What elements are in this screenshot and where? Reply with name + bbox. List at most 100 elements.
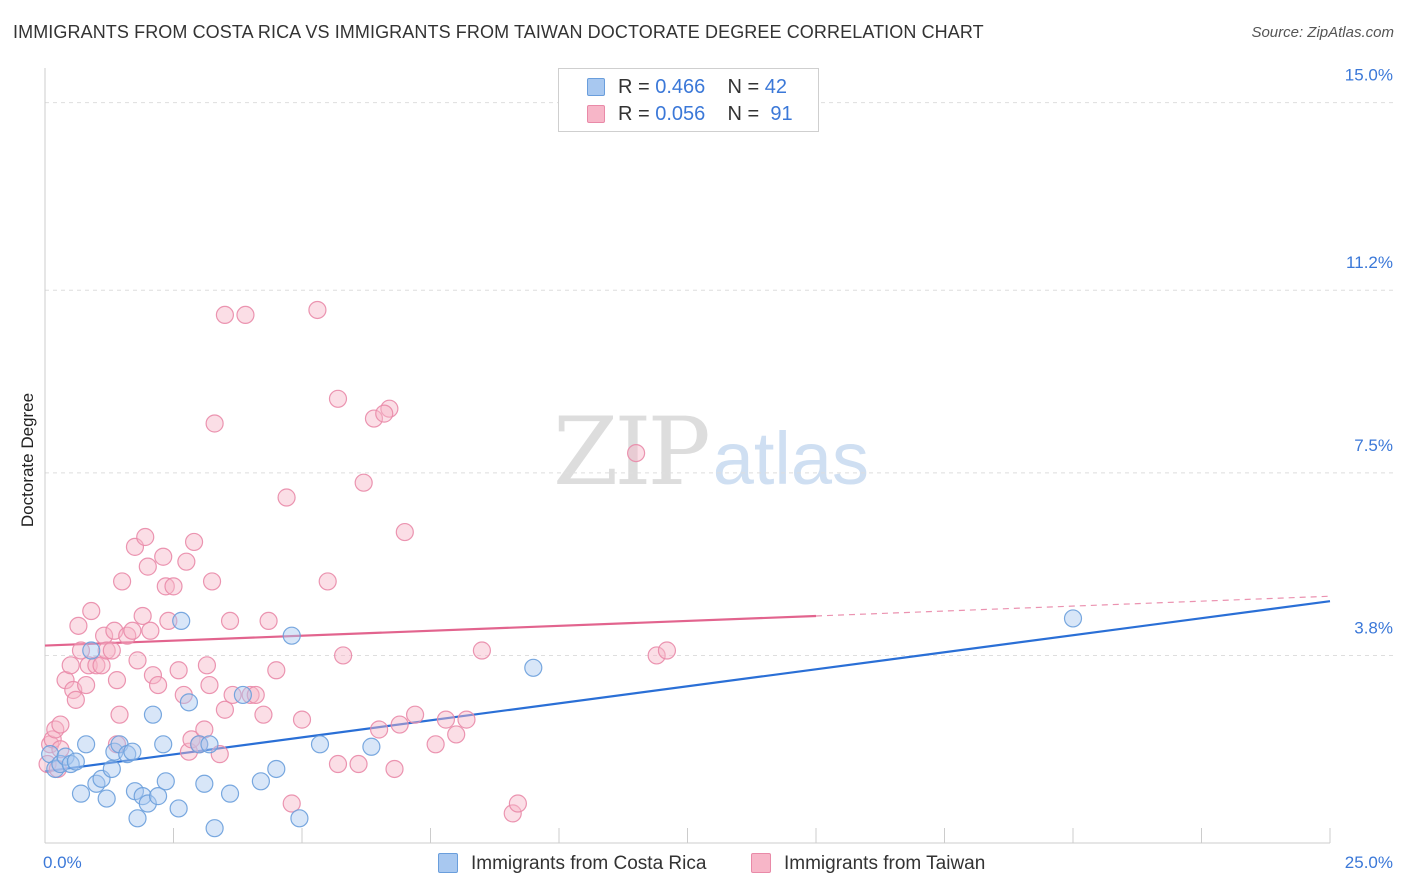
data-point-costa-rica — [524, 658, 543, 677]
data-point-taiwan — [385, 759, 404, 779]
data-point-costa-rica — [267, 759, 286, 779]
data-point-taiwan — [390, 715, 409, 734]
data-point-costa-rica — [156, 772, 175, 791]
data-point-costa-rica — [169, 799, 188, 818]
data-point-taiwan — [508, 794, 527, 813]
data-point-taiwan — [405, 705, 425, 724]
data-point-taiwan — [215, 305, 234, 325]
data-point-taiwan — [457, 710, 476, 729]
data-point-taiwan — [436, 710, 456, 729]
watermark-zip: ZIP — [553, 398, 711, 507]
legend-r-label: R = — [618, 103, 650, 125]
data-point-taiwan — [375, 404, 394, 423]
data-point-taiwan — [61, 656, 80, 675]
x-tick-label-max: 25.0% — [1345, 853, 1393, 872]
data-point-taiwan — [46, 720, 65, 739]
data-point-taiwan — [107, 671, 127, 690]
data-point-costa-rica — [251, 772, 270, 791]
y-axis-title: Doctorate Degree — [18, 393, 37, 527]
y-tick-label: 11.2% — [1346, 253, 1393, 272]
data-point-taiwan — [112, 572, 132, 591]
chart-title: IMMIGRANTS FROM COSTA RICA VS IMMIGRANTS… — [13, 22, 984, 42]
trend-line-taiwan — [44, 614, 817, 647]
legend-r-value: 0.056 — [655, 103, 706, 125]
data-point-taiwan — [138, 557, 157, 576]
source-credit: Source: ZipAtlas.com — [1251, 24, 1394, 41]
legend-n-label: N = — [727, 103, 760, 125]
data-point-taiwan — [447, 725, 466, 744]
data-point-taiwan — [236, 305, 255, 325]
data-point-taiwan — [220, 611, 240, 631]
data-point-taiwan — [241, 685, 260, 705]
data-point-taiwan — [154, 547, 173, 566]
data-point-taiwan — [143, 666, 163, 685]
data-point-taiwan — [254, 705, 273, 724]
data-point-costa-rica — [362, 737, 381, 756]
trend-layer — [44, 595, 1331, 773]
data-point-taiwan — [148, 675, 168, 695]
data-point-taiwan — [133, 606, 152, 626]
legend-swatch-costa-rica — [587, 78, 605, 96]
data-point-taiwan — [197, 656, 217, 675]
data-point-taiwan — [267, 661, 286, 680]
series-label-taiwan: Immigrants from Taiwan — [784, 853, 986, 874]
data-point-taiwan — [102, 641, 121, 660]
data-point-taiwan — [110, 705, 129, 724]
data-point-taiwan — [215, 700, 234, 719]
data-point-costa-rica — [82, 641, 101, 660]
data-point-taiwan — [626, 443, 646, 463]
data-point-costa-rica — [190, 735, 209, 754]
data-point-taiwan — [177, 552, 196, 571]
data-point-taiwan — [200, 675, 219, 695]
series-swatch-taiwan — [751, 853, 771, 873]
data-point-taiwan — [97, 641, 116, 660]
data-point-taiwan — [472, 641, 491, 660]
data-point-taiwan — [328, 389, 348, 408]
data-point-costa-rica — [172, 611, 191, 631]
data-point-taiwan — [156, 577, 175, 596]
data-point-taiwan — [647, 646, 666, 665]
data-point-taiwan — [123, 621, 142, 640]
y-tick-label: 7.5% — [1354, 436, 1393, 455]
data-point-costa-rica — [1063, 609, 1083, 628]
data-point-taiwan — [205, 414, 224, 433]
legend-n-value: 91 — [770, 103, 793, 125]
data-point-taiwan — [159, 611, 178, 631]
data-point-taiwan — [95, 626, 114, 645]
data-point-taiwan — [246, 685, 265, 705]
trend-line-extension-taiwan — [815, 595, 1331, 617]
data-point-costa-rica — [310, 735, 330, 754]
data-point-taiwan — [169, 661, 188, 680]
data-point-costa-rica — [138, 794, 157, 813]
data-point-taiwan — [657, 641, 677, 660]
data-point-taiwan — [426, 735, 445, 754]
data-point-costa-rica — [290, 809, 309, 828]
data-point-costa-rica — [66, 752, 85, 771]
data-point-taiwan — [141, 621, 160, 640]
legend-text-taiwan: R = 0.056 N = 91 — [618, 103, 793, 126]
data-point-taiwan — [136, 527, 155, 547]
watermark: ZIPatlas — [553, 398, 869, 507]
data-point-taiwan — [308, 300, 327, 320]
data-point-taiwan — [364, 409, 384, 428]
grid-layer — [45, 102, 1395, 656]
data-point-taiwan — [503, 804, 522, 823]
legend-swatch-taiwan — [587, 105, 605, 123]
data-point-taiwan — [380, 399, 399, 418]
legend-r-label: R = — [618, 76, 650, 98]
data-point-costa-rica — [143, 705, 163, 724]
series-swatch-costa-rica — [438, 853, 458, 873]
data-point-taiwan — [282, 794, 301, 813]
data-point-taiwan — [69, 616, 88, 635]
data-point-taiwan — [66, 690, 85, 709]
legend-n-value: 42 — [764, 76, 788, 98]
data-point-taiwan — [277, 488, 296, 507]
data-point-costa-rica — [123, 742, 142, 761]
data-point-costa-rica — [71, 784, 91, 803]
data-point-costa-rica — [77, 735, 96, 754]
series-label-costa-rica: Immigrants from Costa Rica — [471, 853, 707, 874]
data-point-costa-rica — [128, 809, 147, 828]
data-point-taiwan — [164, 577, 183, 596]
point-layer — [38, 300, 1083, 838]
